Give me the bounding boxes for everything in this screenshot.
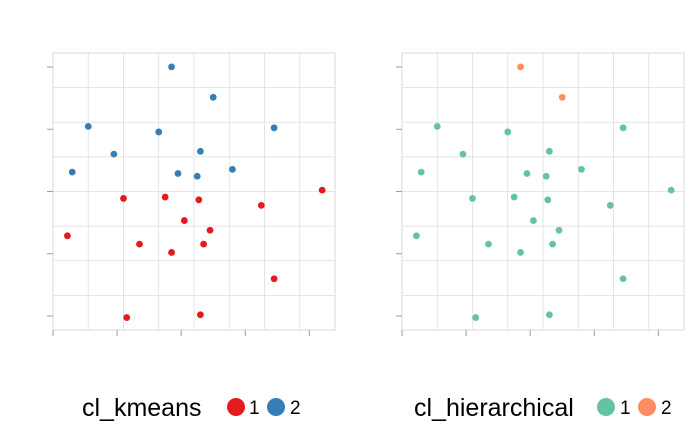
data-point xyxy=(619,124,627,132)
data-point xyxy=(209,93,217,101)
legend-key-2 xyxy=(638,398,656,416)
legend-label-2: 2 xyxy=(661,398,672,419)
data-point xyxy=(544,196,552,204)
data-point xyxy=(529,217,537,224)
hierarchical-legend: cl_hierarchical 1 2 xyxy=(414,394,672,422)
data-point xyxy=(619,275,627,283)
data-point xyxy=(549,240,557,248)
data-point xyxy=(64,232,71,240)
legend-label-1: 1 xyxy=(249,398,260,419)
data-point xyxy=(161,193,169,201)
data-point xyxy=(123,314,131,321)
data-point xyxy=(200,240,208,248)
data-point xyxy=(197,147,204,155)
kmeans-legend: cl_kmeans 1 2 xyxy=(82,394,301,422)
data-point xyxy=(197,311,204,319)
legend-key-1 xyxy=(597,398,615,416)
data-point xyxy=(318,186,326,194)
data-point xyxy=(180,217,188,224)
data-point xyxy=(485,240,492,248)
legend-key-2 xyxy=(267,398,285,416)
data-point xyxy=(193,172,201,180)
data-point xyxy=(517,63,524,71)
legend-label-2: 2 xyxy=(290,398,301,419)
data-point xyxy=(558,93,566,101)
data-point xyxy=(578,165,585,173)
data-point xyxy=(469,195,476,202)
data-point xyxy=(417,168,425,176)
legend-label-1: 1 xyxy=(620,398,631,419)
data-point xyxy=(84,123,92,130)
legend-title: cl_hierarchical xyxy=(414,394,574,422)
data-point xyxy=(270,275,278,283)
data-point xyxy=(606,201,614,209)
data-point xyxy=(229,165,236,173)
data-point xyxy=(546,311,553,319)
data-point xyxy=(555,226,563,234)
data-point xyxy=(168,249,175,256)
data-point xyxy=(510,193,518,201)
data-point xyxy=(110,150,118,158)
data-point xyxy=(174,170,182,177)
kmeans-panel xyxy=(47,52,336,336)
hierarchical-panel xyxy=(396,52,685,336)
data-point xyxy=(472,314,480,321)
data-point xyxy=(546,147,553,155)
data-point xyxy=(68,168,76,176)
data-point xyxy=(257,201,265,209)
data-point xyxy=(523,170,531,177)
data-point xyxy=(155,128,163,136)
data-point xyxy=(136,240,143,248)
data-point xyxy=(433,123,441,130)
data-point xyxy=(504,128,512,136)
data-point xyxy=(168,63,175,71)
data-point xyxy=(517,249,524,256)
data-point xyxy=(459,150,467,158)
data-point xyxy=(542,172,550,180)
data-point xyxy=(195,196,203,204)
data-point xyxy=(206,226,214,234)
legend-key-1 xyxy=(227,398,245,416)
data-point xyxy=(270,124,278,132)
data-point xyxy=(413,232,420,240)
data-point xyxy=(120,195,127,202)
data-point xyxy=(667,186,675,194)
legend-title: cl_kmeans xyxy=(82,394,202,422)
